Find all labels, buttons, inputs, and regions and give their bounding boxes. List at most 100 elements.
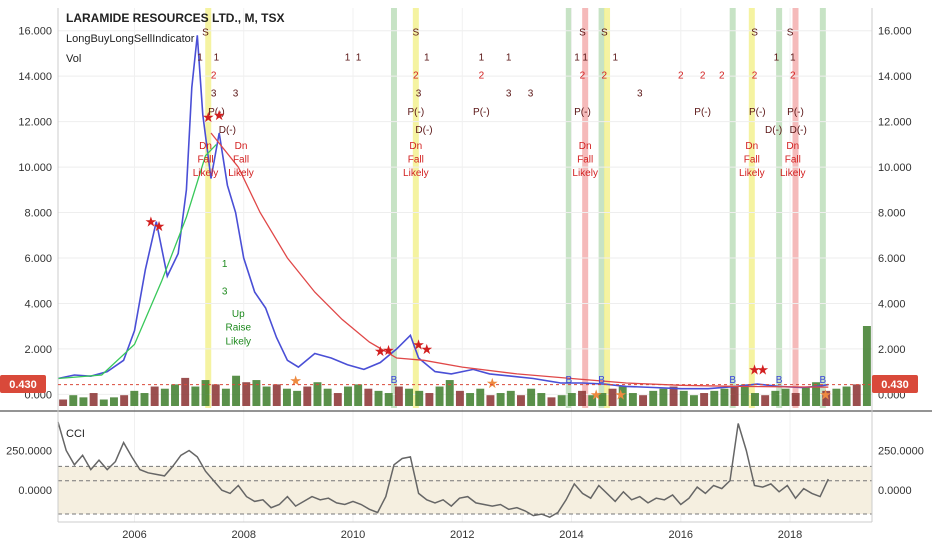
y-tick-right: 14.000 — [878, 71, 912, 83]
chart-title: LARAMIDE RESOURCES LTD., M, TSX — [66, 11, 284, 25]
y-tick-left: 14.000 — [18, 71, 52, 83]
y-tick-right: 4.000 — [878, 298, 906, 310]
volume-bar — [659, 388, 668, 406]
volume-bar — [130, 390, 139, 406]
fast-moving-average-line — [57, 143, 217, 380]
signal-label: D(-) — [219, 125, 236, 136]
signal-label: 3 — [506, 89, 512, 100]
signal-label: Dn — [409, 141, 422, 152]
cci-tick-left: 250.0000 — [6, 446, 52, 458]
signal-label: Fall — [197, 155, 213, 166]
signal-label: P(-) — [749, 107, 766, 118]
signal-star: ★ — [202, 109, 215, 125]
volume-bar — [293, 390, 302, 406]
signal-label: S — [579, 27, 586, 38]
volume-bar — [69, 395, 78, 406]
volume-bar — [221, 388, 230, 406]
signal-star: ★ — [819, 386, 832, 402]
signal-star: ★ — [756, 361, 769, 377]
signal-label: Dn — [235, 141, 248, 152]
volume-bar — [547, 397, 556, 406]
signal-band-short — [792, 8, 799, 408]
signal-label: S — [412, 27, 419, 38]
volume-bar — [211, 384, 220, 406]
x-tick-label: 2008 — [232, 529, 256, 541]
signal-label: 3 — [222, 286, 228, 297]
signal-label: 1 — [424, 52, 430, 63]
indicator-label: LongBuyLongSellIndicator — [66, 33, 195, 45]
volume-bar — [832, 388, 841, 406]
signal-label: P(-) — [694, 107, 711, 118]
volume-bar — [710, 390, 719, 406]
volume-bar — [262, 386, 271, 406]
volume-bar — [679, 390, 688, 406]
volume-bar — [537, 393, 546, 406]
volume-bar — [171, 384, 179, 406]
volume-bar — [354, 384, 363, 406]
volume-bar — [771, 390, 780, 406]
volume-bar — [272, 384, 281, 406]
volume-bar — [232, 375, 241, 406]
y-tick-right: 2.000 — [878, 344, 906, 356]
signal-label: B — [598, 375, 605, 386]
slow-moving-average-line — [210, 132, 829, 388]
signal-label: 3 — [211, 89, 217, 100]
volume-bar — [852, 384, 861, 406]
signal-label: Likely — [739, 168, 765, 179]
signal-label: 1 — [506, 52, 512, 63]
volume-bar — [201, 380, 210, 406]
signal-band-buy — [565, 8, 572, 408]
volume-bar — [669, 386, 678, 406]
volume-bar — [496, 393, 505, 406]
volume-bar — [781, 388, 790, 406]
volume-bar — [567, 393, 576, 406]
volume-bar — [405, 388, 414, 406]
volume-bar — [516, 395, 525, 406]
volume-bar — [466, 393, 475, 406]
signal-label: Likely — [193, 168, 219, 179]
volume-bar — [313, 382, 322, 406]
price-series-line — [57, 35, 829, 390]
volume-bar — [506, 390, 515, 406]
y-tick-left: 6.000 — [24, 253, 52, 265]
volume-bar — [588, 395, 597, 406]
signal-label: 1 — [222, 259, 228, 270]
signal-label: 2 — [790, 70, 796, 81]
signal-label: Dn — [786, 141, 799, 152]
volume-bar — [364, 388, 373, 406]
signal-label: 3 — [416, 89, 422, 100]
signal-star: ★ — [748, 361, 761, 377]
volume-bar — [557, 395, 566, 406]
signal-label: 1 — [214, 52, 220, 63]
volume-bar — [628, 393, 637, 406]
volume-bar — [59, 399, 68, 406]
cci-label: CCI — [66, 428, 85, 440]
signal-band-buy — [598, 8, 605, 408]
cci-line — [57, 421, 829, 519]
signal-band-buy — [729, 8, 736, 408]
signal-star: ★ — [590, 386, 603, 402]
signal-star: ★ — [289, 373, 302, 389]
signal-label: Fall — [577, 155, 593, 166]
signal-label: B — [729, 375, 736, 386]
signal-label: 3 — [233, 89, 239, 100]
signal-label: D(-) — [415, 125, 432, 136]
signal-star: ★ — [614, 386, 627, 402]
signal-star: ★ — [153, 218, 166, 234]
signal-label: Fall — [408, 155, 424, 166]
x-tick-label: 2014 — [559, 529, 583, 541]
x-tick-label: 2006 — [122, 529, 146, 541]
signal-label: Fall — [785, 155, 801, 166]
signal-label: 2 — [580, 70, 586, 81]
signal-label: Likely — [403, 168, 429, 179]
volume-bar — [700, 393, 709, 406]
volume-bar — [99, 399, 108, 406]
volume-bar — [812, 382, 821, 406]
signal-band-sell — [604, 8, 611, 408]
signal-label: 2 — [700, 70, 706, 81]
signal-label: 2 — [678, 70, 684, 81]
price-tag-left-bg — [0, 375, 46, 393]
signal-band-sell — [412, 8, 419, 408]
price-lines — [57, 35, 829, 390]
